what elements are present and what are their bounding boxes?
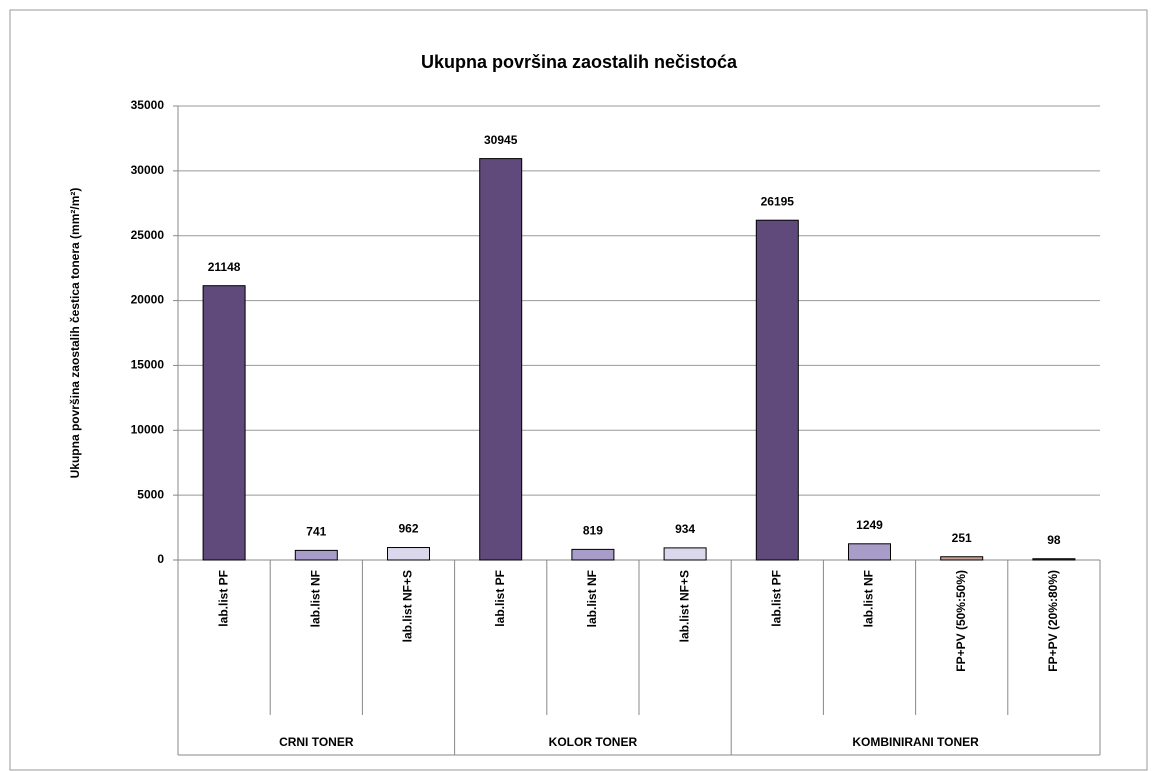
x-tick-label: lab.list NF — [862, 570, 876, 627]
x-tick-label: lab.list NF+S — [401, 570, 415, 642]
bar — [571, 548, 615, 561]
value-label: 26195 — [761, 194, 795, 208]
bar — [387, 547, 430, 561]
x-tick-label: lab.list PF — [216, 570, 230, 627]
value-label: 251 — [952, 531, 972, 545]
bar — [848, 543, 891, 561]
bar — [294, 549, 338, 561]
y-tick-label: 20000 — [131, 293, 165, 307]
chart-frame — [9, 9, 1148, 771]
value-label: 741 — [306, 525, 326, 539]
y-tick-label: 10000 — [131, 422, 165, 436]
x-tick-label: lab.list PF — [769, 570, 783, 627]
value-label: 98 — [1047, 533, 1061, 547]
bar — [1032, 558, 1076, 561]
value-label: 934 — [675, 522, 695, 536]
x-tick-label: lab.list NF+S — [677, 570, 691, 642]
y-tick-label: 0 — [157, 552, 164, 566]
y-tick-label: 25000 — [131, 228, 165, 242]
x-tick-label: lab.list NF — [308, 570, 322, 627]
group-label: KOLOR TONER — [549, 735, 638, 749]
value-label: 962 — [398, 522, 418, 536]
value-label: 21148 — [208, 260, 241, 274]
y-axis-title: Ukupna površina zaostalih čestica tonera… — [68, 188, 82, 479]
y-tick-label: 30000 — [131, 163, 165, 177]
y-tick-label: 35000 — [131, 98, 165, 112]
value-label: 819 — [583, 524, 603, 538]
y-tick-label: 5000 — [137, 487, 164, 501]
bar — [755, 219, 799, 561]
x-tick-label: FP+PV (50%:50%) — [954, 570, 968, 672]
value-label: 1249 — [856, 518, 883, 532]
x-tick-label: lab.list PF — [493, 570, 507, 627]
bar — [479, 158, 523, 561]
chart-title: Ukupna površina zaostalih nečistoća — [421, 52, 738, 72]
value-label: 30945 — [484, 133, 518, 147]
group-label: CRNI TONER — [279, 735, 354, 749]
x-tick-label: lab.list NF — [585, 570, 599, 627]
bar — [940, 556, 984, 561]
bar — [202, 285, 246, 561]
x-tick-label: FP+PV (20%:80%) — [1046, 570, 1060, 672]
bar — [663, 547, 707, 561]
group-label: KOMBINIRANI TONER — [852, 735, 979, 749]
y-tick-label: 15000 — [131, 358, 165, 372]
